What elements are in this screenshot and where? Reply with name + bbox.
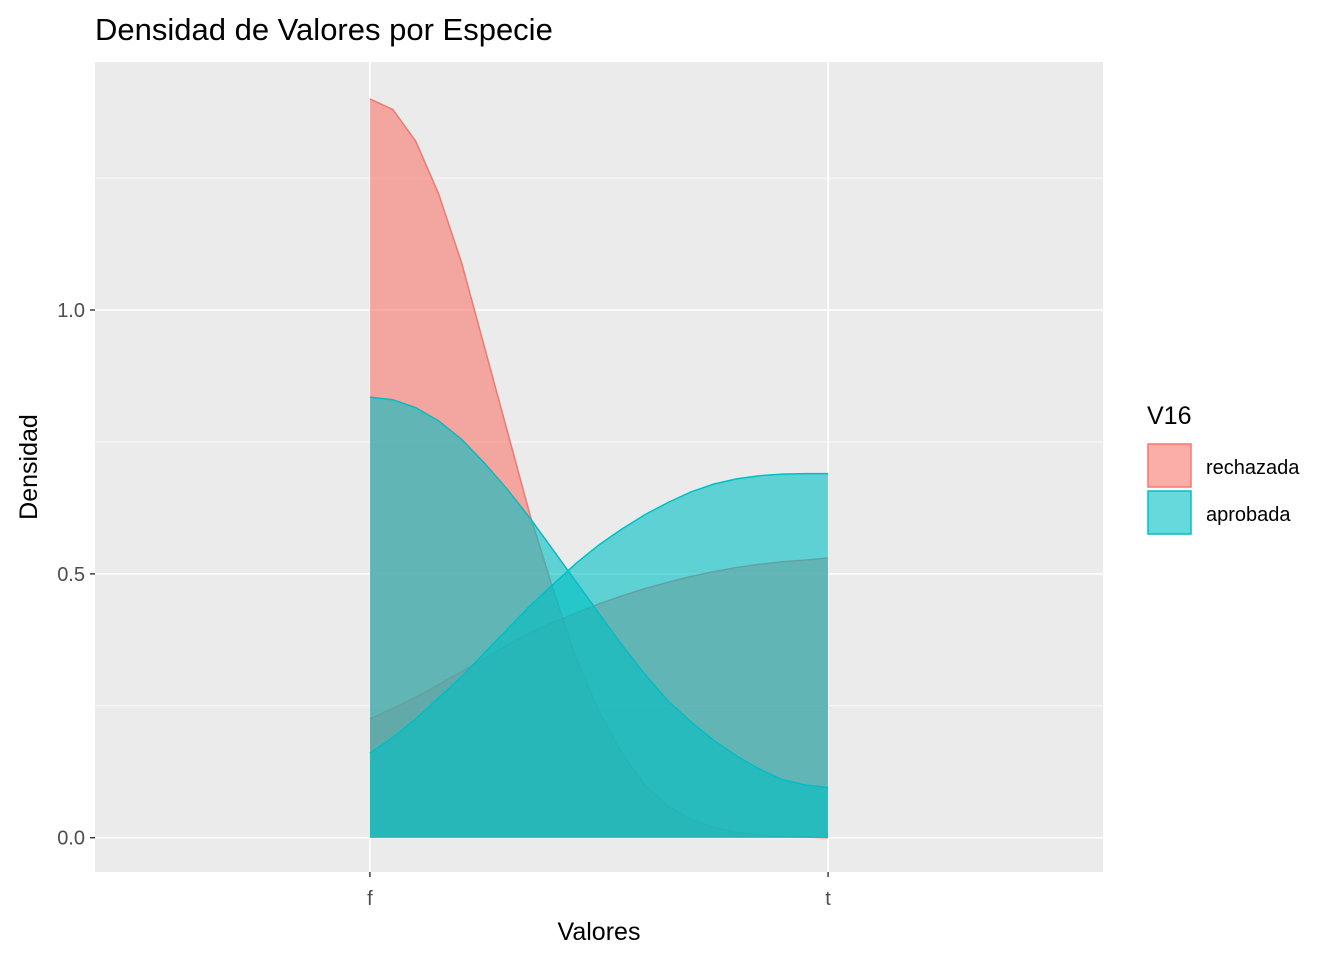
y-tick-label: 0.5: [57, 564, 85, 586]
x-tick-label: t: [825, 888, 831, 910]
legend-label-rechazada: rechazada: [1206, 457, 1300, 479]
density-area-aprobada: [369, 473, 829, 838]
legend: V16 rechazada aprobada: [1147, 402, 1300, 535]
legend-key-rechazada: [1147, 443, 1192, 488]
y-axis-title: Densidad: [15, 414, 43, 520]
legend-title: V16: [1147, 402, 1191, 430]
y-axis-ticks: 0.0 0.5 1.0: [57, 300, 95, 850]
legend-key-aprobada: [1147, 490, 1192, 535]
y-tick-label: 1.0: [57, 300, 85, 322]
density-curve-aprobada: [369, 472, 829, 754]
x-axis-title: Valores: [558, 918, 641, 946]
legend-label-aprobada: aprobada: [1206, 504, 1291, 526]
density-areas: [369, 98, 829, 839]
x-tick-label: f: [367, 888, 373, 910]
chart-title: Densidad de Valores por Especie: [95, 12, 553, 47]
y-tick-label: 0.0: [57, 828, 85, 850]
